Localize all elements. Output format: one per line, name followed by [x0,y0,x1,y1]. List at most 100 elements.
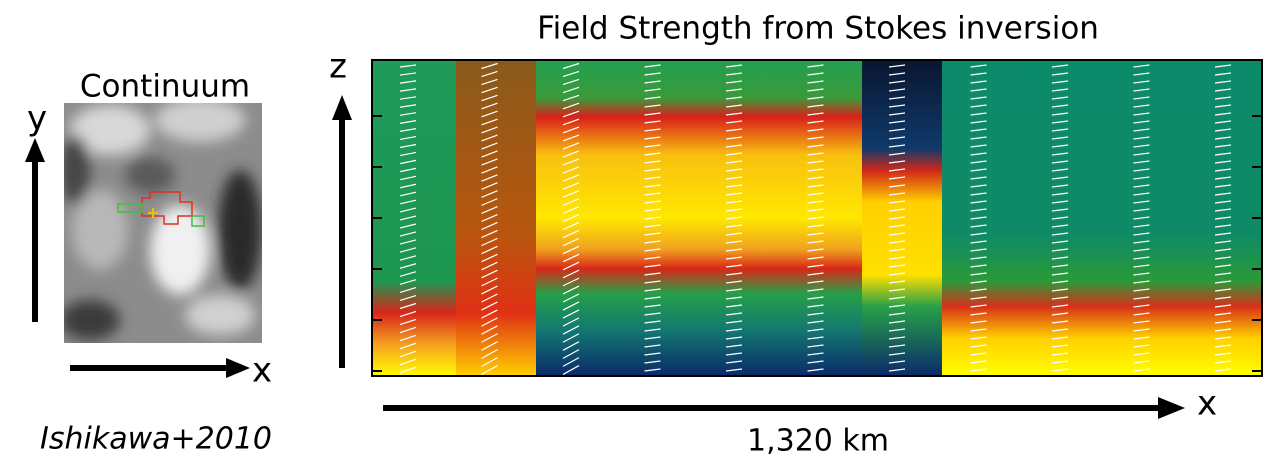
field-vector [970,168,987,172]
field-vector [562,158,580,166]
field-vector [1133,336,1150,340]
field-vector [644,336,661,340]
field-vector [807,312,824,316]
field-vector [644,264,661,268]
field-vector [562,182,580,190]
field-vector [644,352,661,356]
field-vector [725,352,743,356]
field-vector [888,280,906,284]
field-vector [399,231,417,237]
field-vector [481,325,498,335]
field-vector [399,287,417,293]
field-vector [1214,184,1232,188]
field-vector [1214,104,1232,108]
axis-label: y [27,99,47,139]
field-vector [970,272,987,276]
field-vector [481,78,498,86]
field-vector [1214,112,1232,116]
field-vector [562,325,580,335]
field-vector [807,64,824,68]
field-vector [481,213,498,223]
field-vector [481,126,498,134]
field-vector [1133,216,1150,220]
field-vector [1214,72,1232,76]
field-vector [644,80,661,84]
field-vector [970,224,987,228]
field-vector [1214,224,1232,228]
field-vector [970,312,987,316]
field-vector [481,269,498,279]
field-vector [562,70,580,78]
field-vector [1214,144,1232,148]
field-vector [399,104,417,108]
field-vector [481,349,498,359]
field-vector [1051,72,1069,76]
field-vector [1051,160,1069,164]
field-vector [562,357,580,367]
field-vector [644,288,661,292]
field-vector [399,247,417,253]
field-vector [562,317,580,327]
field-vector [1214,128,1232,132]
field-vector [399,279,417,285]
field-vector [644,232,661,236]
field-vector [807,96,824,100]
field-vector [888,128,906,132]
field-vector [481,70,498,78]
field-vector [644,224,661,228]
field-vector [888,176,906,180]
field-vector [481,134,498,142]
field-vector [562,166,580,174]
field-vector [481,333,498,343]
field-vector [481,309,498,319]
field-vector [562,150,580,158]
field-vector [1051,144,1069,148]
field-vector [1051,136,1069,140]
field-vector [562,229,580,239]
field-vector [725,336,743,340]
field-vector [970,152,987,156]
field-vector [399,255,417,261]
field-vector [725,256,743,260]
field-vector [399,239,417,245]
field-vector [1214,264,1232,268]
field-vector [1133,112,1150,116]
field-vector [807,264,824,268]
field-vector [888,248,906,252]
arrow-head [332,95,352,120]
field-vector [807,160,824,164]
field-vector [1133,352,1150,356]
field-vector [1214,240,1232,244]
field-vector [481,285,498,295]
field-vector [1133,368,1150,372]
field-vector [807,208,824,212]
continuum-image [64,103,262,343]
field-vector [807,352,824,356]
field-vector [1214,344,1232,348]
field-vector [888,312,906,316]
field-vector [1214,152,1232,156]
field-vector [481,182,498,190]
field-vector [644,360,661,364]
field-vector [888,208,906,212]
field-vector [644,344,661,348]
field-vector [970,216,987,220]
field-vector [1214,288,1232,292]
field-vector [644,248,661,252]
field-vector [1214,168,1232,172]
field-vector [1214,296,1232,300]
field-vector [1051,288,1069,292]
field-vector [1051,128,1069,132]
field-vector [1133,184,1150,188]
field-vector [725,88,743,92]
field-vector [1214,336,1232,340]
field-vector [399,215,417,221]
field-vector [970,192,987,196]
field-vector [644,216,661,220]
field-vector [888,288,906,292]
field-vector [807,280,824,284]
field-vector [888,256,906,260]
field-vector [562,110,580,118]
arrow-head [226,358,250,378]
field-vector [888,264,906,268]
